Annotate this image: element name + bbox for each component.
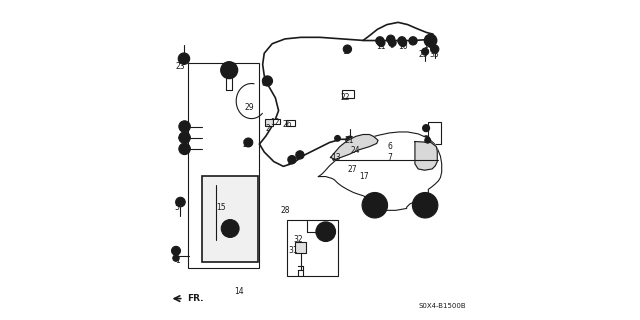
Bar: [285, 120, 294, 126]
Circle shape: [376, 37, 384, 45]
Circle shape: [172, 246, 180, 255]
Circle shape: [422, 136, 429, 143]
Bar: [428, 123, 441, 144]
Text: 6: 6: [422, 125, 428, 134]
Text: 2: 2: [265, 124, 270, 132]
Bar: [391, 140, 404, 161]
Text: 7: 7: [388, 153, 392, 162]
Circle shape: [179, 132, 190, 143]
Circle shape: [369, 199, 381, 212]
Circle shape: [321, 227, 330, 236]
Bar: [342, 90, 354, 98]
Circle shape: [346, 136, 354, 144]
Circle shape: [351, 145, 358, 152]
Circle shape: [244, 138, 253, 147]
Text: 33: 33: [430, 50, 440, 59]
Circle shape: [419, 199, 431, 212]
Text: 12: 12: [270, 118, 280, 127]
Circle shape: [362, 193, 388, 218]
Circle shape: [179, 121, 190, 132]
Text: 4: 4: [177, 133, 182, 142]
Circle shape: [422, 48, 429, 55]
Bar: [265, 119, 273, 125]
Polygon shape: [330, 134, 378, 159]
Circle shape: [428, 38, 433, 44]
Text: 26: 26: [283, 120, 292, 130]
Circle shape: [296, 151, 304, 159]
Text: 22: 22: [340, 93, 349, 102]
Circle shape: [399, 39, 406, 47]
Circle shape: [386, 141, 393, 148]
Text: 29: 29: [244, 103, 254, 112]
Text: 14: 14: [234, 287, 244, 296]
Circle shape: [262, 76, 273, 86]
Text: 24: 24: [350, 146, 360, 155]
Text: 5: 5: [175, 203, 180, 212]
Circle shape: [412, 193, 438, 218]
Circle shape: [409, 37, 417, 45]
Circle shape: [350, 164, 359, 173]
Text: 18: 18: [294, 152, 304, 161]
Text: 21: 21: [345, 136, 355, 145]
Circle shape: [173, 255, 179, 261]
Bar: [296, 242, 306, 253]
Text: 13: 13: [331, 153, 340, 162]
Circle shape: [388, 39, 396, 47]
Text: 31: 31: [288, 246, 298, 255]
Text: 9: 9: [390, 41, 395, 50]
Circle shape: [397, 37, 406, 45]
Circle shape: [425, 137, 431, 143]
Bar: [202, 176, 258, 262]
Bar: [287, 220, 337, 276]
Text: S0X4-B1500B: S0X4-B1500B: [419, 303, 467, 309]
Circle shape: [431, 45, 439, 53]
Text: 11: 11: [376, 42, 386, 51]
Text: 20: 20: [179, 129, 189, 138]
Text: 6: 6: [388, 142, 392, 151]
Circle shape: [178, 53, 189, 64]
Bar: [188, 63, 259, 268]
Text: 17: 17: [359, 172, 369, 181]
Circle shape: [422, 124, 429, 132]
Text: 10: 10: [398, 42, 408, 51]
Polygon shape: [415, 141, 437, 170]
Text: 8: 8: [262, 79, 267, 88]
Circle shape: [335, 135, 340, 141]
Text: 23: 23: [175, 61, 185, 70]
Text: 3: 3: [222, 66, 227, 75]
Circle shape: [288, 156, 296, 164]
Text: 23: 23: [243, 140, 252, 148]
Text: 25: 25: [419, 50, 428, 59]
Text: 28: 28: [281, 206, 291, 215]
Text: 19: 19: [287, 157, 296, 166]
Circle shape: [359, 173, 367, 181]
Circle shape: [179, 143, 190, 155]
Circle shape: [221, 220, 239, 237]
Bar: [273, 119, 280, 124]
Text: FR.: FR.: [187, 294, 204, 303]
Text: 30: 30: [320, 226, 330, 235]
Circle shape: [221, 62, 237, 78]
Circle shape: [424, 35, 436, 47]
Text: 32: 32: [294, 235, 303, 244]
Text: 15: 15: [216, 203, 226, 212]
Text: 1: 1: [175, 256, 180, 265]
Circle shape: [343, 45, 351, 53]
Circle shape: [316, 222, 335, 241]
Circle shape: [332, 154, 340, 162]
Text: 27: 27: [347, 165, 356, 174]
Circle shape: [378, 39, 385, 47]
Circle shape: [386, 153, 393, 160]
Text: 17: 17: [342, 47, 351, 56]
Circle shape: [175, 197, 185, 207]
Text: 7: 7: [422, 136, 428, 145]
Circle shape: [226, 224, 234, 233]
Circle shape: [387, 35, 395, 44]
Polygon shape: [319, 132, 442, 210]
Circle shape: [225, 66, 234, 74]
Text: 16: 16: [424, 41, 433, 51]
